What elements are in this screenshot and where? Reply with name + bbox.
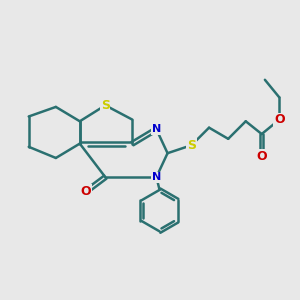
Text: N: N xyxy=(152,124,161,134)
Text: O: O xyxy=(81,185,92,198)
Text: N: N xyxy=(152,172,161,182)
Text: O: O xyxy=(274,113,285,126)
Text: O: O xyxy=(256,150,267,163)
Text: S: S xyxy=(101,99,110,112)
Text: S: S xyxy=(187,139,196,152)
